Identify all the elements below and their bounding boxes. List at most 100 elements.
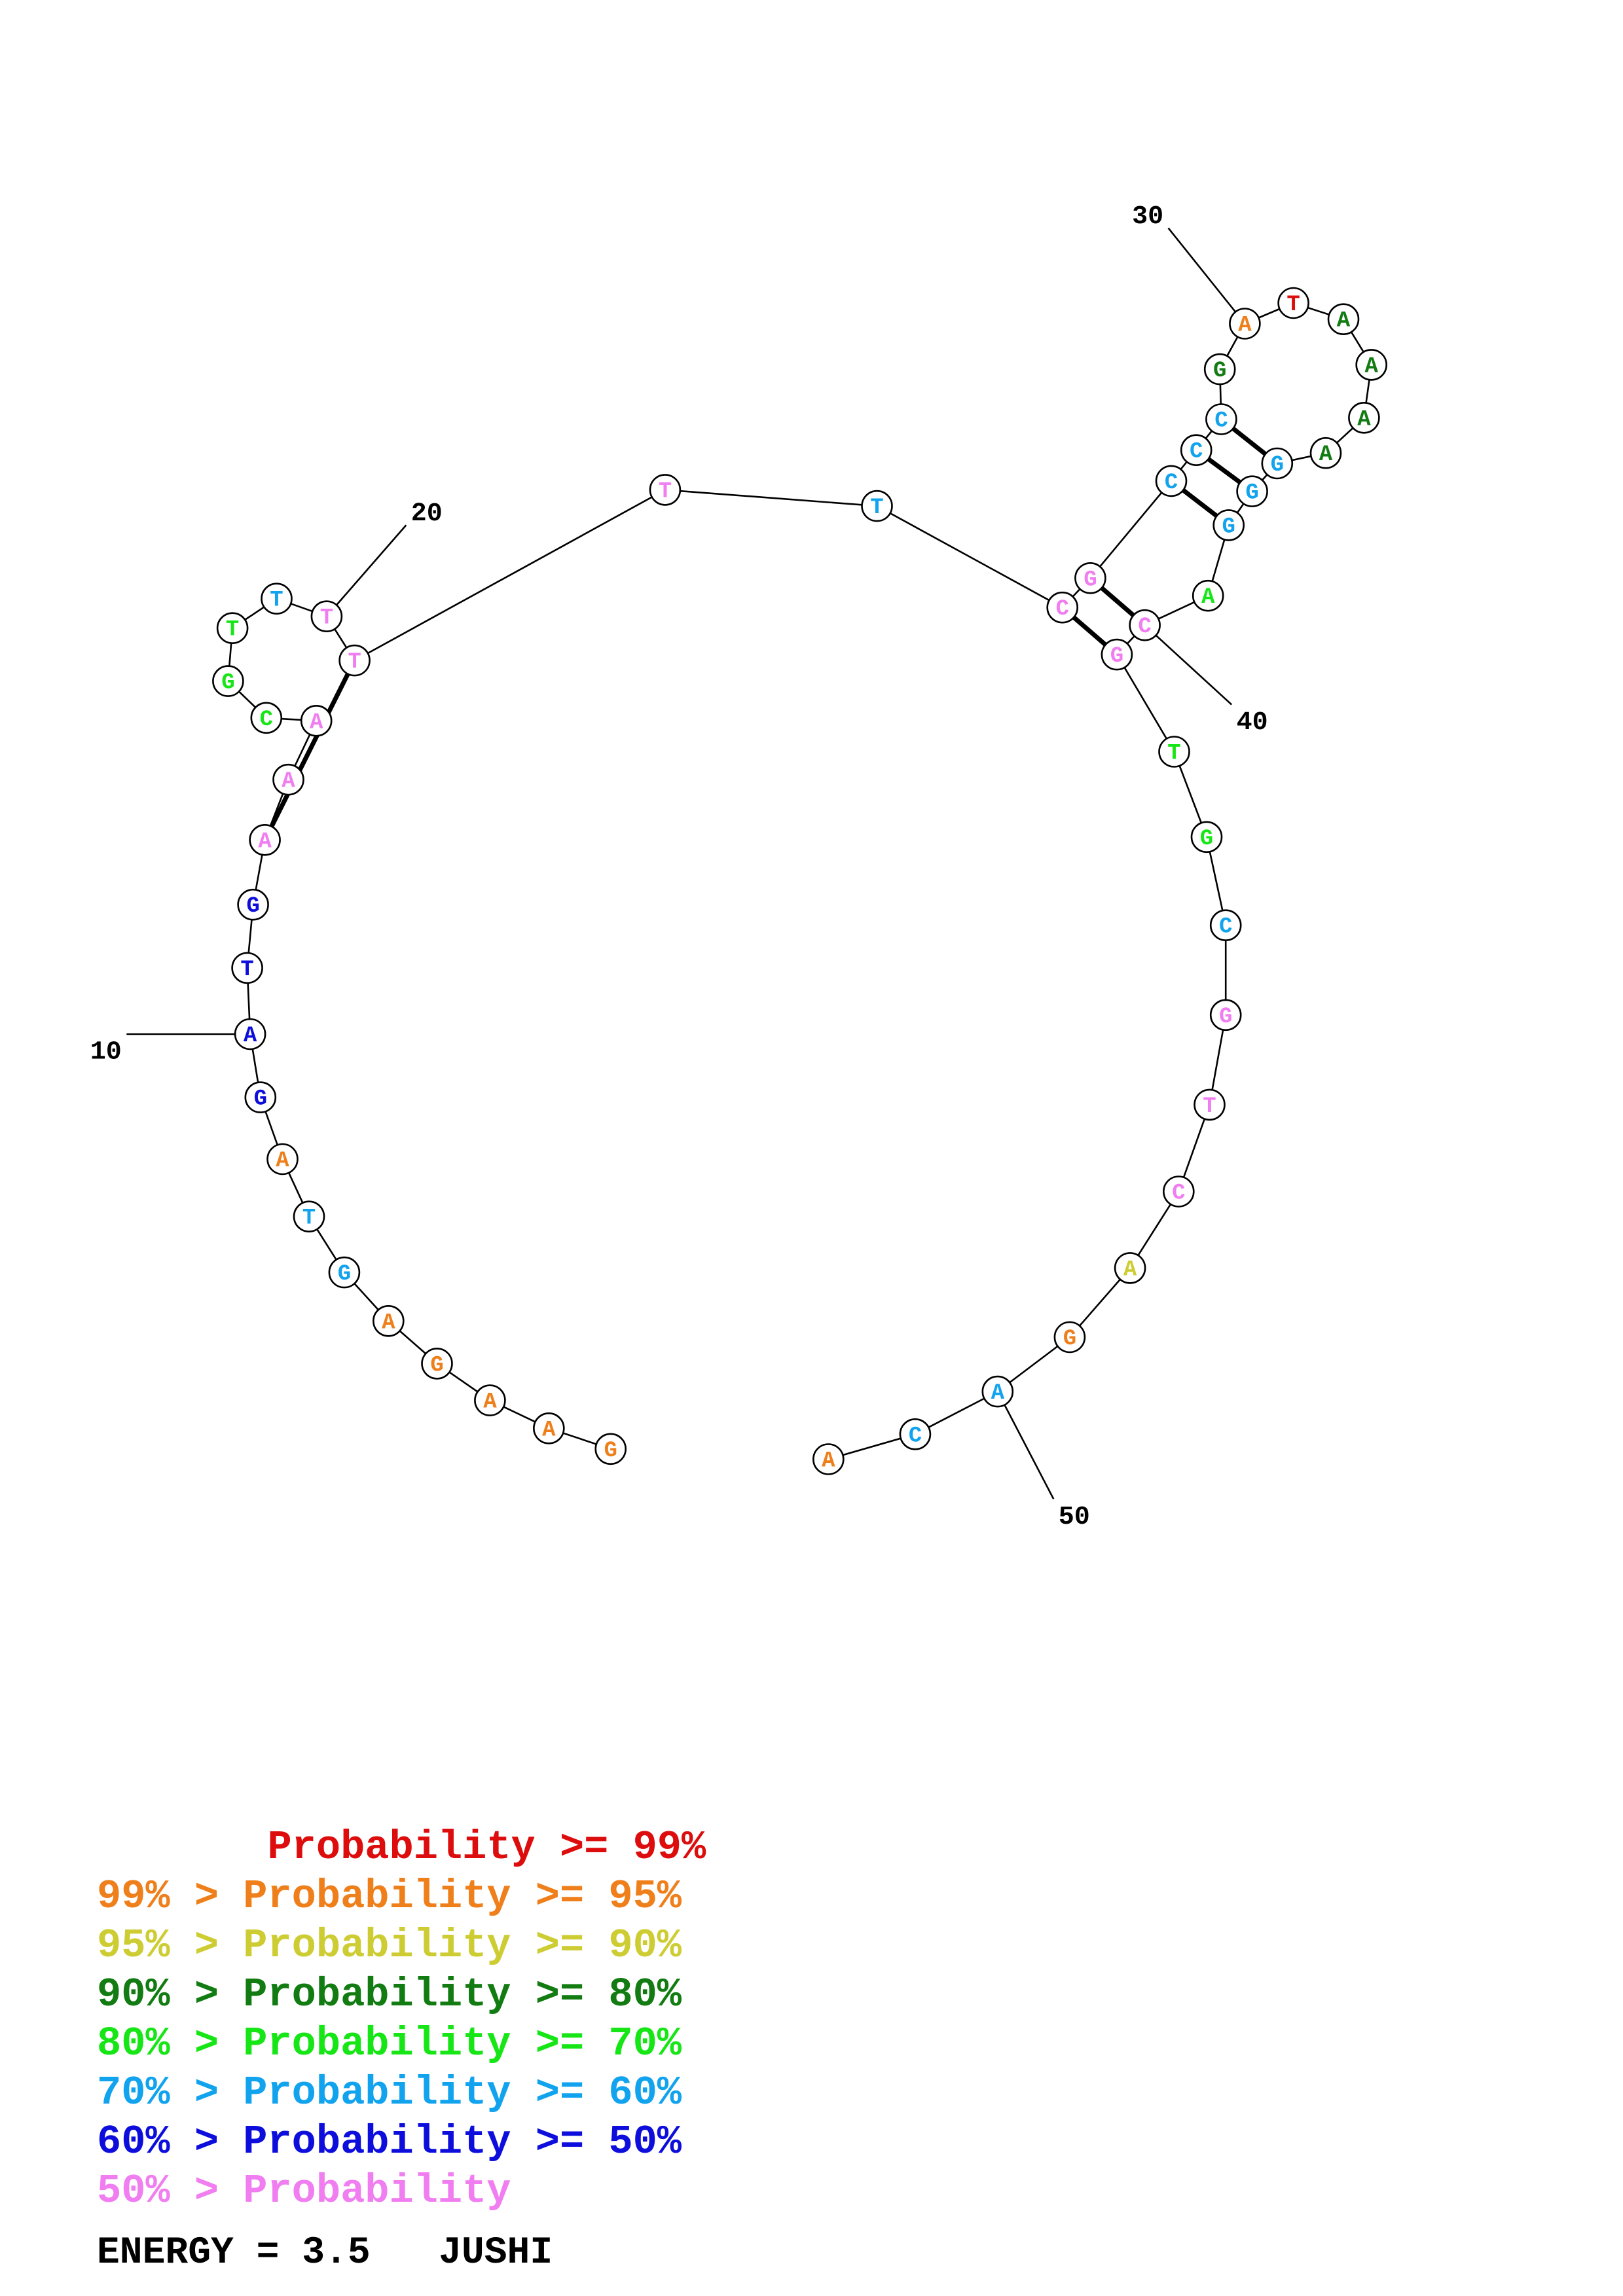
legend-entry: 99% > Probability >= 95% xyxy=(97,1873,682,1920)
position-tick-layer xyxy=(126,227,1246,1499)
nucleotide-circle xyxy=(474,1384,506,1416)
nucleotide-circle xyxy=(237,888,269,921)
nucleotide: T xyxy=(649,474,682,506)
legend-entry: 90% > Probability >= 80% xyxy=(97,1971,682,2018)
legend-entry: 80% > Probability >= 70% xyxy=(97,2020,682,2067)
nucleotide-base: C xyxy=(260,708,273,732)
nucleotide: G xyxy=(1190,821,1223,853)
nucleotide-base: G xyxy=(430,1353,443,1378)
nucleotide-circle xyxy=(812,1443,845,1475)
probability-legend: Probability >= 99% 99% > Probability >= … xyxy=(97,1823,752,2215)
legend-entry: 50% > Probability xyxy=(97,2168,511,2214)
nucleotide: C xyxy=(250,702,283,734)
nucleotide-circle xyxy=(1129,609,1161,641)
nucleotide-circle xyxy=(1203,353,1236,386)
nucleotide-base: A xyxy=(1337,309,1351,334)
nucleotide: G xyxy=(328,1256,361,1289)
nucleotide: C xyxy=(1163,1175,1195,1208)
nucleotide-base: A xyxy=(1357,407,1371,432)
nucleotide-base: G xyxy=(254,1087,267,1112)
nucleotide-circle xyxy=(649,474,682,506)
nucleotide-circle xyxy=(594,1433,627,1465)
nucleotide: A xyxy=(272,763,304,796)
nucleotide-circle xyxy=(1101,638,1133,671)
backbone-link xyxy=(1116,654,1175,753)
backbone-link xyxy=(1089,480,1172,579)
nucleotide-circle xyxy=(231,952,263,984)
nucleotide: G xyxy=(1236,475,1268,508)
nucleotide-base: A xyxy=(1319,442,1333,467)
nucleotide-base: A xyxy=(1201,585,1215,610)
nucleotide: G xyxy=(244,1081,277,1113)
nucleotide-circle xyxy=(1261,447,1294,480)
nucleotide: G xyxy=(1209,999,1242,1031)
base-pair-bond xyxy=(263,659,357,841)
nucleotide: C xyxy=(1129,609,1161,641)
nucleotide: A xyxy=(474,1384,506,1416)
nucleotide: A xyxy=(1327,303,1360,336)
nucleotide-circle xyxy=(1209,999,1242,1031)
nucleotide-base: G xyxy=(338,1262,351,1287)
nucleotide-base: A xyxy=(1238,313,1252,338)
nucleotide-base: G xyxy=(1219,1005,1232,1030)
nucleotide-circle xyxy=(261,583,293,615)
nucleotide-circle xyxy=(1155,465,1188,497)
nucleotide-base: A xyxy=(991,1381,1005,1406)
nucleotide: T xyxy=(1277,287,1309,319)
nucleotide-circle xyxy=(250,702,283,734)
nucleotide-base: G xyxy=(1084,567,1097,592)
nucleotide-circle xyxy=(421,1348,453,1380)
nucleotide: C xyxy=(1209,909,1242,941)
energy-line: ENERGY = 3.5 JUSHI xyxy=(97,2232,553,2274)
nucleotide-base: G xyxy=(221,671,234,696)
nucleotide-base: A xyxy=(1123,1257,1137,1282)
nucleotide-circle xyxy=(1074,562,1106,594)
nucleotide: A xyxy=(1355,349,1387,381)
nucleotide: C xyxy=(1205,403,1237,435)
nucleotide-circle xyxy=(244,1081,277,1113)
nucleotide-circle xyxy=(861,490,893,522)
nucleotide: C xyxy=(1155,465,1188,497)
nucleotide-circle xyxy=(1277,287,1309,319)
nucleotide: A xyxy=(1192,579,1224,612)
nucleotide-circle xyxy=(1213,509,1245,541)
nucleotide-base: G xyxy=(1200,827,1213,852)
position-label: 30 xyxy=(1132,202,1163,232)
nucleotide: T xyxy=(261,583,293,615)
nucleotide-circle xyxy=(1190,821,1223,853)
nucleotide: G xyxy=(1203,353,1236,386)
nucleotide-circle xyxy=(328,1256,361,1289)
nucleotide: G xyxy=(1213,509,1245,541)
nucleotide-circle xyxy=(1355,349,1387,381)
nucleotide: A xyxy=(1229,308,1261,340)
nucleotide-base: T xyxy=(659,479,672,504)
nucleotide: T xyxy=(310,600,343,633)
nucleotide-base: G xyxy=(1222,514,1235,539)
nucleotide: G xyxy=(1074,562,1106,594)
nucleotide-circle xyxy=(1327,303,1360,336)
nucleotide: A xyxy=(1114,1252,1146,1284)
sequence-name: JUSHI xyxy=(439,2232,553,2274)
position-tick xyxy=(996,1391,1055,1499)
nucleotide-circle xyxy=(1209,909,1242,941)
base-pair-layer xyxy=(263,417,1279,841)
nucleotide-circle xyxy=(1046,591,1078,624)
nucleotide: C xyxy=(899,1418,932,1450)
nucleotide-base: G xyxy=(604,1439,617,1463)
nucleotide-circle xyxy=(1114,1252,1146,1284)
nucleotide-circle xyxy=(293,1200,325,1232)
nucleotide: G xyxy=(1101,638,1133,671)
nucleotide-base: G xyxy=(1213,359,1226,384)
backbone-link xyxy=(665,489,877,507)
nucleotide-base: C xyxy=(1219,915,1232,940)
nucleotide-circle xyxy=(532,1412,565,1444)
nucleotide-circle xyxy=(234,1018,266,1050)
nucleotide: T xyxy=(293,1200,325,1232)
position-label: 40 xyxy=(1237,708,1268,738)
position-label: 50 xyxy=(1059,1503,1090,1532)
nucleotide-base: G xyxy=(246,894,259,919)
nucleotide-base: T xyxy=(302,1206,316,1231)
nucleotide-base: C xyxy=(1190,440,1203,465)
nucleotide-base: G xyxy=(1110,644,1123,669)
nucleotide: A xyxy=(372,1305,405,1337)
